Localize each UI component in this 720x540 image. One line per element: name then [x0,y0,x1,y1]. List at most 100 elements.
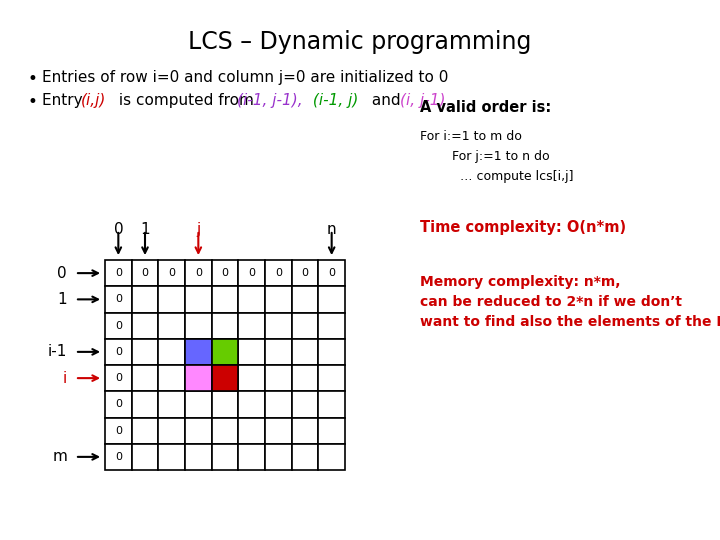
Bar [292,392,318,417]
Text: 0: 0 [328,268,336,278]
Text: 0: 0 [114,400,122,409]
Bar [265,313,292,339]
Bar [132,260,158,286]
Bar [292,444,318,470]
Bar [105,444,132,470]
Bar [212,286,238,313]
Bar [132,392,158,417]
Bar [158,339,185,365]
Text: 0: 0 [114,347,122,357]
Bar [212,444,238,470]
Bar [238,260,265,286]
Bar [212,417,238,444]
Text: n: n [327,222,336,237]
Bar [105,260,132,286]
Bar [212,313,238,339]
Bar [265,286,292,313]
Bar [265,365,292,392]
Bar [105,365,132,392]
Bar [212,339,238,365]
Text: 0: 0 [114,294,122,305]
Bar [212,260,238,286]
Bar [318,392,345,417]
Text: •: • [28,93,38,111]
Bar [158,365,185,392]
Bar [105,417,132,444]
Bar [185,417,212,444]
Text: For i:=1 to m do: For i:=1 to m do [420,130,522,143]
Bar [105,313,132,339]
Bar [292,339,318,365]
Bar [318,365,345,392]
Bar [105,339,132,365]
Text: i-1: i-1 [48,345,67,360]
Text: 0: 0 [302,268,308,278]
Bar [238,286,265,313]
Text: Entry: Entry [42,93,88,108]
Bar [185,339,212,365]
Text: j: j [197,222,200,237]
Text: 0: 0 [58,266,67,281]
Bar [185,313,212,339]
Text: 1: 1 [58,292,67,307]
Bar [212,392,238,417]
Text: 0: 0 [114,321,122,330]
Bar [185,444,212,470]
Bar [292,286,318,313]
Bar [158,444,185,470]
Text: Entries of row i=0 and column j=0 are initialized to 0: Entries of row i=0 and column j=0 are in… [42,70,449,85]
Bar [238,313,265,339]
Bar [265,392,292,417]
Bar [318,339,345,365]
Bar [238,417,265,444]
Text: 0: 0 [114,452,122,462]
Text: … compute lcs[i,j]: … compute lcs[i,j] [420,170,574,183]
Bar [185,286,212,313]
Bar [238,339,265,365]
Text: 0: 0 [114,268,122,278]
Bar [185,339,212,365]
Bar [318,286,345,313]
Text: i: i [63,370,67,386]
Bar [132,313,158,339]
Text: 0: 0 [222,268,228,278]
Bar [132,365,158,392]
Bar [132,417,158,444]
Bar [158,286,185,313]
Bar [212,365,238,392]
Bar [132,444,158,470]
Bar [185,365,212,392]
Text: Memory complexity: n*m,: Memory complexity: n*m, [420,275,621,289]
Text: 0: 0 [114,373,122,383]
Bar [292,313,318,339]
Bar [105,392,132,417]
Text: LCS – Dynamic programming: LCS – Dynamic programming [189,30,531,54]
Bar [265,339,292,365]
Bar [105,286,132,313]
Text: •: • [28,70,38,88]
Text: A valid order is:: A valid order is: [420,100,552,115]
Text: 0: 0 [248,268,255,278]
Bar [132,339,158,365]
Bar [318,313,345,339]
Bar [238,444,265,470]
Text: (i-1, j-1),: (i-1, j-1), [237,93,302,108]
Bar [318,260,345,286]
Bar [212,365,238,392]
Text: is computed from: is computed from [114,93,263,108]
Text: 0: 0 [142,268,148,278]
Text: want to find also the elements of the LCS: want to find also the elements of the LC… [420,315,720,329]
Text: (i, j-1): (i, j-1) [400,93,445,108]
Bar [158,260,185,286]
Text: 0: 0 [195,268,202,278]
Bar [212,339,238,365]
Text: (i-1, j): (i-1, j) [308,93,359,108]
Bar [292,417,318,444]
Bar [292,365,318,392]
Bar [158,417,185,444]
Text: Time complexity: O(n*m): Time complexity: O(n*m) [420,220,626,235]
Text: 0: 0 [275,268,282,278]
Bar [132,286,158,313]
Bar [158,313,185,339]
Bar [292,260,318,286]
